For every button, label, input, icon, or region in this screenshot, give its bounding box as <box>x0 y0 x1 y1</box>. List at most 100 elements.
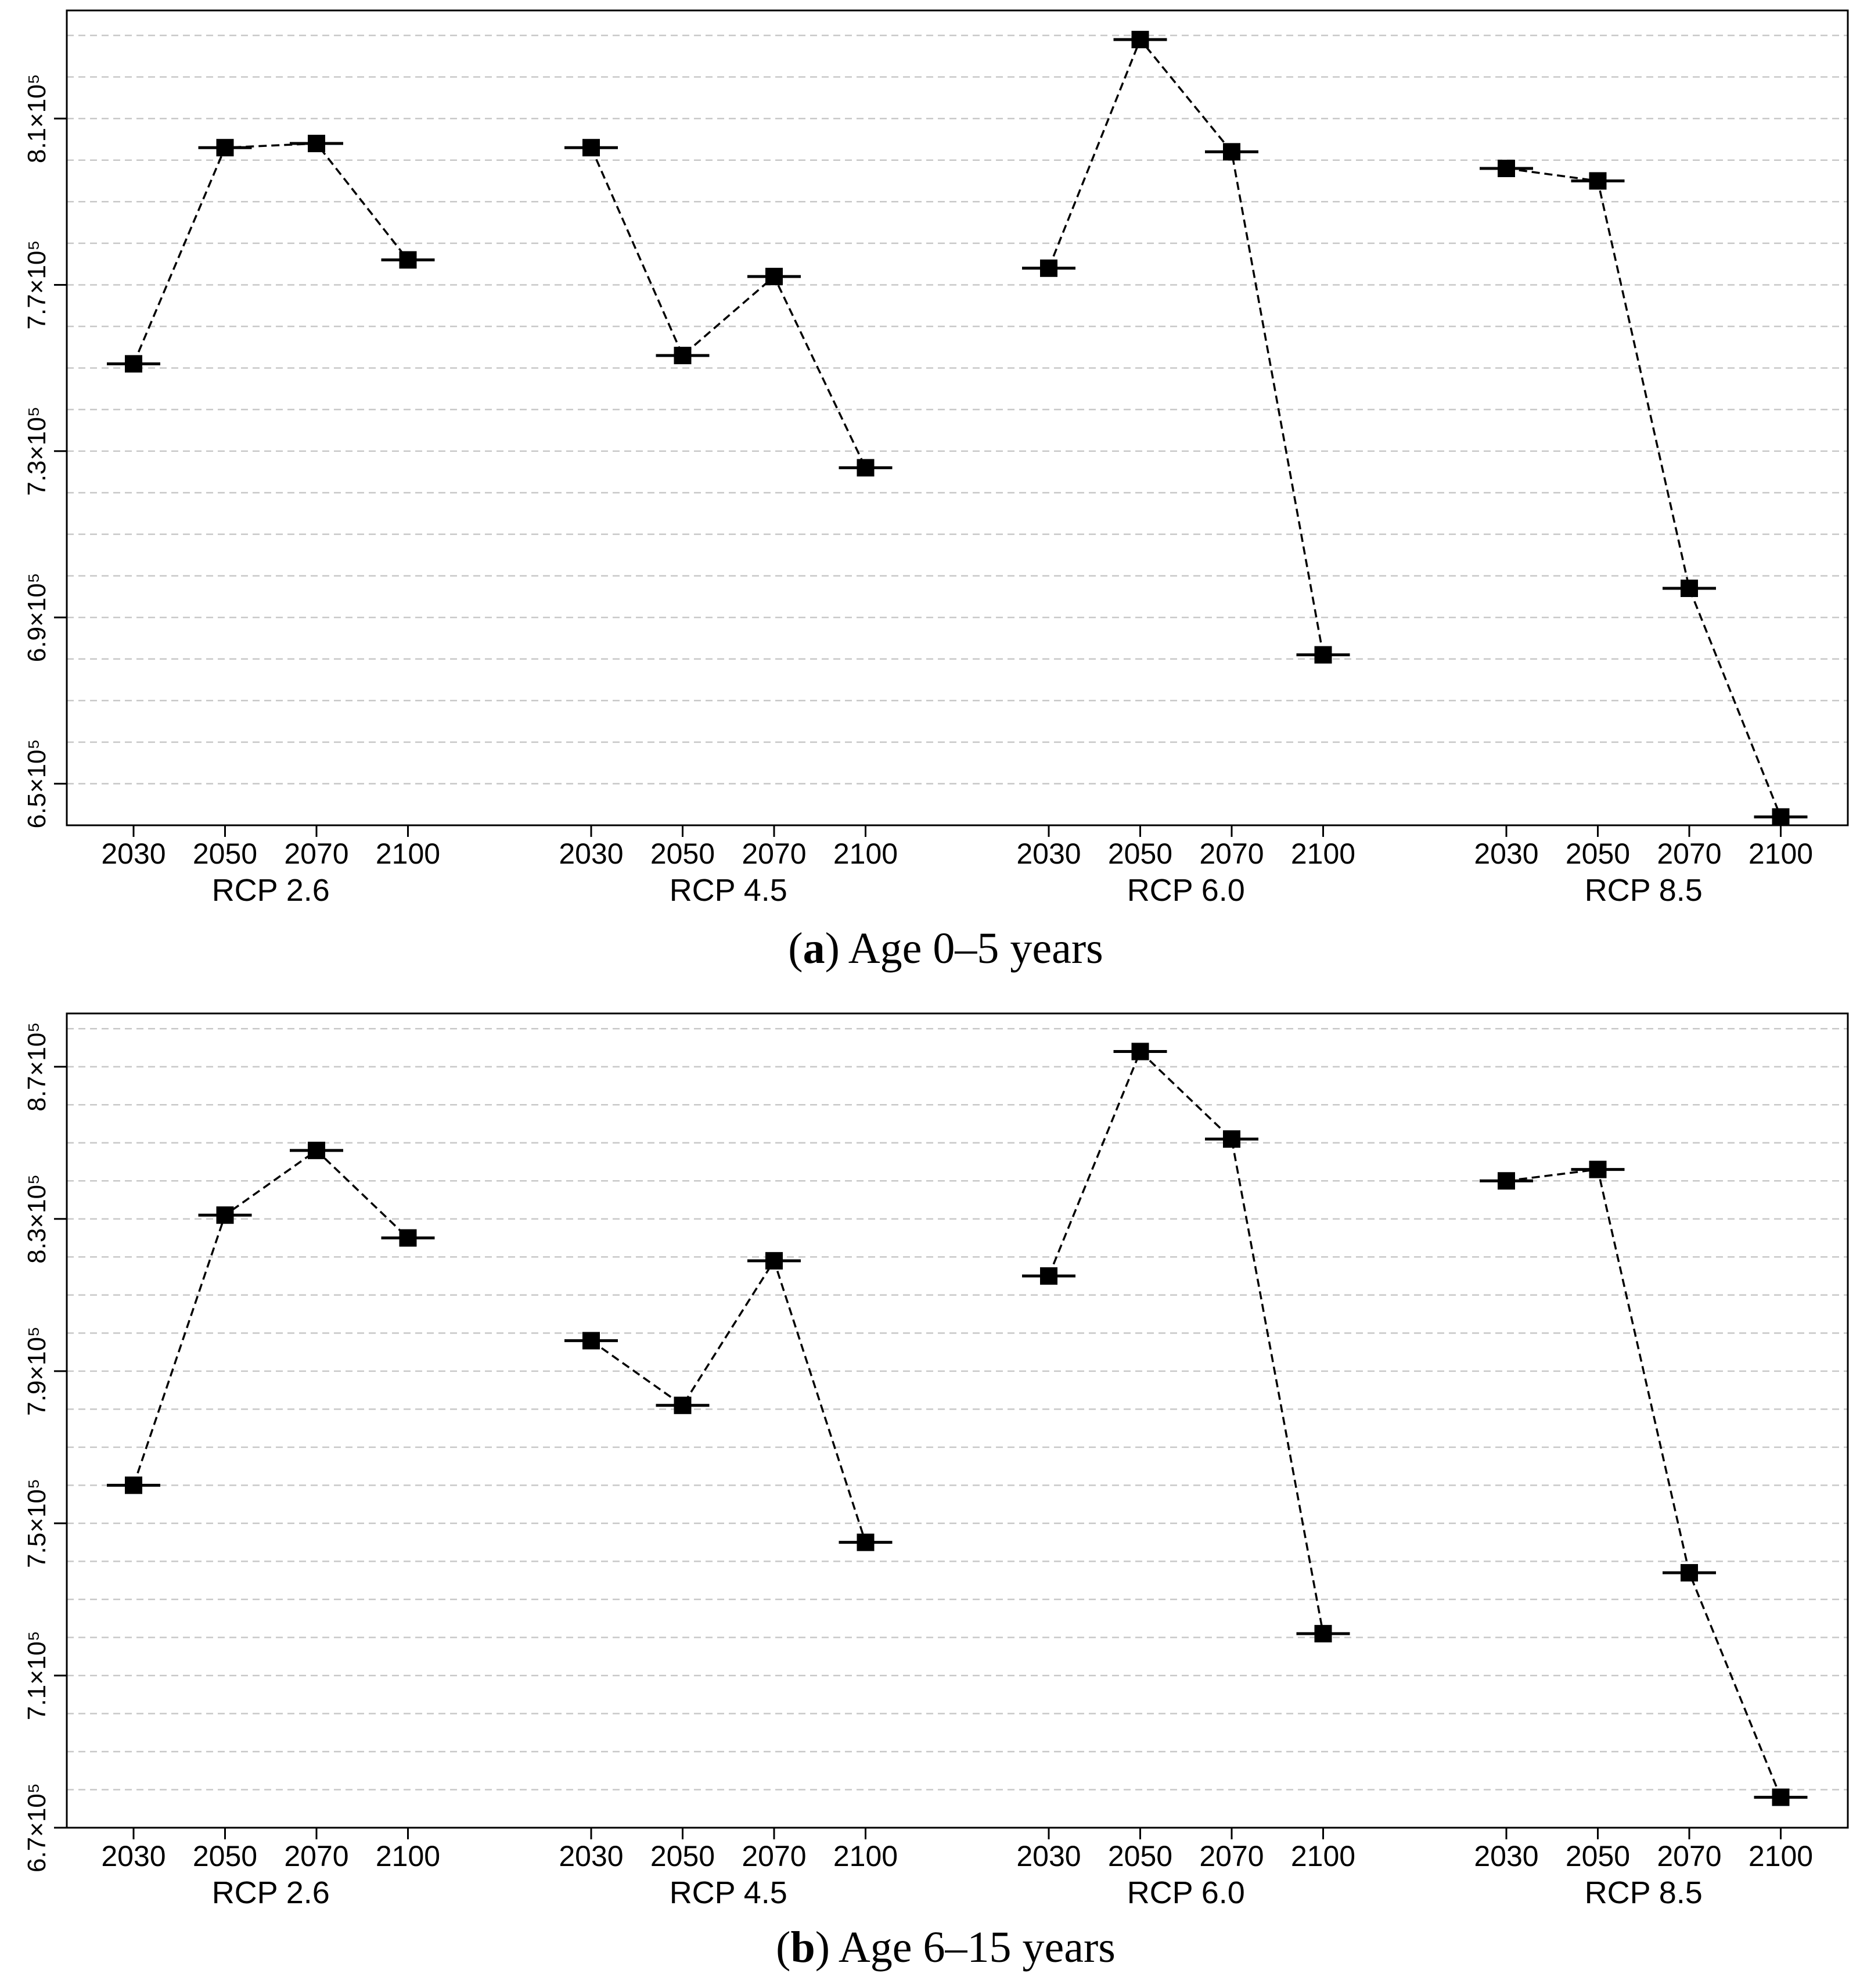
x-tick-label: 2030 <box>1474 1840 1538 1872</box>
x-tick-label: 2050 <box>650 1840 715 1872</box>
x-tick-label: 2030 <box>1016 837 1081 870</box>
data-point <box>399 251 417 269</box>
series-line <box>590 147 867 469</box>
y-tick-label: 8.3×10⁵ <box>23 1174 51 1264</box>
data-point <box>308 1141 325 1159</box>
x-tick-label: 2070 <box>284 1840 348 1872</box>
x-tick-label: 2050 <box>1566 1840 1630 1872</box>
group-label: RCP 6.0 <box>1127 873 1245 908</box>
group-label: RCP 8.5 <box>1585 1875 1703 1910</box>
x-tick-label: 2050 <box>1566 837 1630 870</box>
y-tick-label: 7.5×10⁵ <box>23 1479 51 1568</box>
group-label: RCP 8.5 <box>1585 873 1703 908</box>
data-point <box>1681 1564 1698 1582</box>
x-tick-label: 2100 <box>833 837 898 870</box>
series-line <box>1048 1049 1325 1634</box>
caption-panel-letter: b <box>790 1923 815 1972</box>
series-line <box>1506 167 1782 818</box>
data-point <box>1040 259 1057 277</box>
caption-text: Age 0–5 years <box>848 924 1103 973</box>
series-line <box>132 142 409 365</box>
x-tick-label: 2100 <box>376 1840 440 1872</box>
data-point <box>582 1332 600 1350</box>
caption-open-paren: ( <box>788 924 803 973</box>
group-label: RCP 2.6 <box>212 873 330 908</box>
data-point <box>125 355 142 373</box>
panel-a-chart: 6.5×10⁵ 6.9×10⁵ 7.3×10⁵ 7.7×10⁵ 8.1×10⁵ 2030 2… <box>23 9 1849 973</box>
y-tick-label: 8.1×10⁵ <box>23 74 51 163</box>
x-tick-label: 2030 <box>1474 837 1538 870</box>
group-label: RCP 6.0 <box>1127 1875 1245 1910</box>
data-point <box>582 139 600 157</box>
data-point <box>1772 1788 1790 1806</box>
x-tick-label: 2100 <box>1749 1840 1813 1872</box>
x-tick-label: 2100 <box>1749 837 1813 870</box>
data-point <box>674 347 692 365</box>
x-tick-label: 2030 <box>1016 1840 1081 1872</box>
y-tick-label: 6.9×10⁵ <box>23 573 51 662</box>
data-point <box>1772 808 1790 826</box>
panel-caption: (a) Age 0–5 years <box>788 924 1103 973</box>
x-tick-label: 2030 <box>101 837 166 870</box>
x-tick-label: 2070 <box>284 837 348 870</box>
x-tick-label: 2050 <box>1108 837 1172 870</box>
x-tick-label: 2050 <box>193 1840 257 1872</box>
data-point <box>1314 646 1332 664</box>
data-point <box>1498 1172 1515 1190</box>
y-tick-label: 7.1×10⁵ <box>23 1631 51 1720</box>
y-tick-label: 7.9×10⁵ <box>23 1326 51 1416</box>
x-tick-label: 2100 <box>376 837 440 870</box>
x-tick-label: 2070 <box>1657 837 1721 870</box>
panel-b-chart: 6.7×10⁵ 7.1×10⁵ 7.5×10⁵ 7.9×10⁵ 8.3×10⁵ 8.7×1… <box>23 1012 1849 1972</box>
plot-frame <box>66 9 1849 826</box>
plot-frame <box>66 1012 1849 1829</box>
x-tick-label: 2050 <box>1108 1840 1172 1872</box>
group-label: RCP 2.6 <box>212 1875 330 1910</box>
data-point <box>1314 1624 1332 1642</box>
data-point <box>765 268 783 286</box>
x-tick-label: 2070 <box>742 1840 806 1872</box>
x-tick-label: 2070 <box>1199 837 1264 870</box>
x-tick-label: 2070 <box>1657 1840 1721 1872</box>
data-point <box>1131 1042 1149 1060</box>
y-tick-label: 7.3×10⁵ <box>23 407 51 496</box>
caption-panel-letter: a <box>803 924 825 973</box>
y-tick-label: 8.7×10⁵ <box>23 1022 51 1112</box>
caption-close-paren: ) <box>815 1923 839 1972</box>
group-label: RCP 4.5 <box>670 1875 787 1910</box>
data-point <box>1681 579 1698 597</box>
data-point <box>1131 31 1149 49</box>
caption-open-paren: ( <box>776 1923 790 1972</box>
data-point <box>399 1229 417 1247</box>
x-tick-label: 2070 <box>742 837 806 870</box>
x-tick-label: 2100 <box>1291 1840 1355 1872</box>
data-point <box>857 1533 875 1551</box>
data-point <box>1589 1160 1607 1178</box>
series-line <box>1506 1168 1782 1798</box>
series-line <box>590 1258 867 1543</box>
group-label: RCP 4.5 <box>670 873 787 908</box>
x-tick-label: 2070 <box>1199 1840 1264 1872</box>
data-point <box>308 135 325 153</box>
caption-close-paren: ) <box>825 924 848 973</box>
y-tick-label: 6.5×10⁵ <box>23 739 51 828</box>
data-point <box>1498 160 1515 178</box>
data-point <box>765 1252 783 1270</box>
y-tick-label: 6.7×10⁵ <box>23 1783 51 1872</box>
gridlines <box>67 1027 1848 1791</box>
x-tick-label: 2100 <box>1291 837 1355 870</box>
x-tick-label: 2050 <box>193 837 257 870</box>
data-point <box>674 1396 692 1414</box>
data-point <box>216 139 234 157</box>
x-tick-label: 2050 <box>650 837 715 870</box>
data-point <box>125 1476 142 1494</box>
data-point <box>1040 1267 1057 1285</box>
x-tick-label: 2100 <box>833 1840 898 1872</box>
x-tick-label: 2030 <box>101 1840 166 1872</box>
data-point <box>216 1206 234 1224</box>
data-point <box>1223 143 1240 161</box>
y-tick-label: 7.7×10⁵ <box>23 240 51 329</box>
panel-caption: (b) Age 6–15 years <box>776 1923 1116 1972</box>
data-point <box>1589 172 1607 190</box>
